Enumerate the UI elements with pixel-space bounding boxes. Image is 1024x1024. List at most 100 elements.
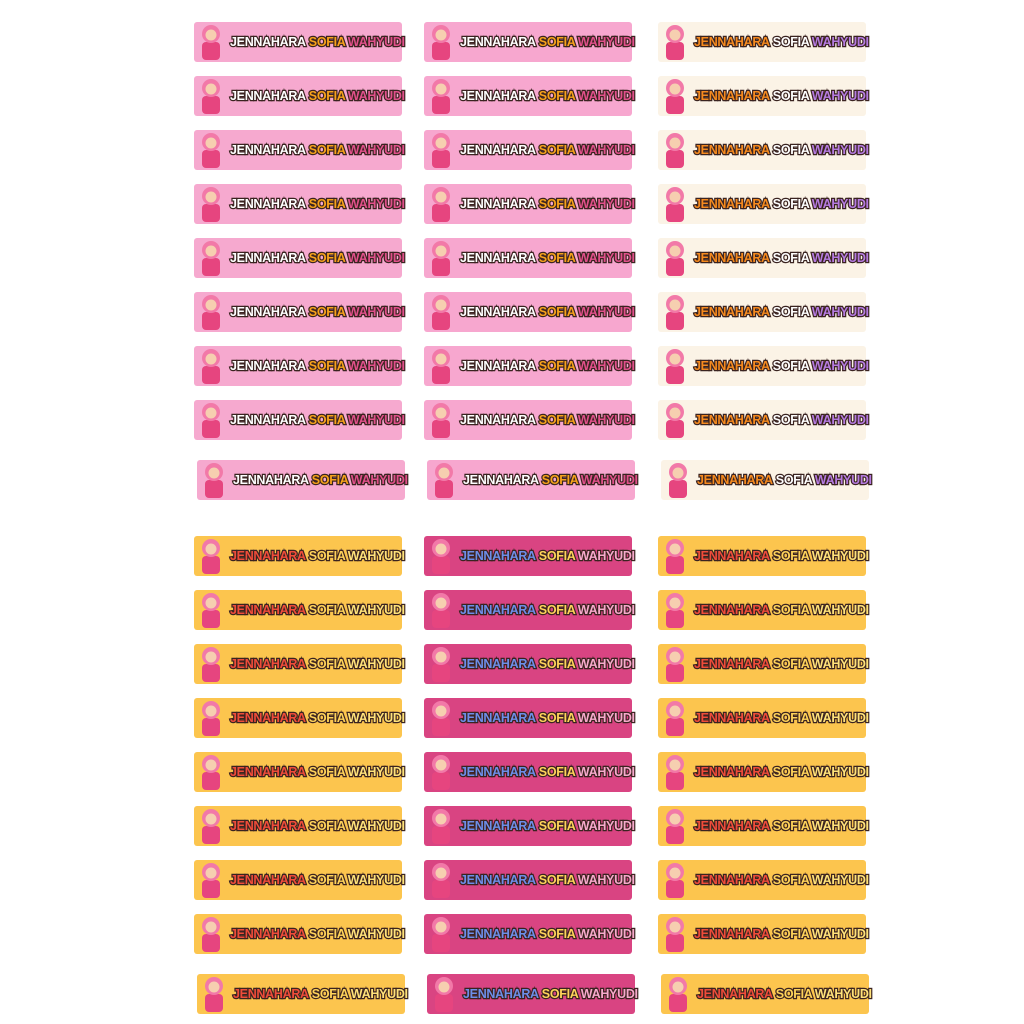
figure-body	[666, 610, 684, 628]
label-name: JENNAHARA SOFIA WAHYUDI	[694, 927, 869, 941]
name-middle: SOFIA	[773, 305, 810, 319]
label-name: JENNAHARA SOFIA WAHYUDI	[694, 197, 869, 211]
name-label: JENNAHARA SOFIA WAHYUDI	[194, 536, 406, 576]
name-label: JENNAHARA SOFIA WAHYUDI	[658, 400, 870, 440]
label-background	[427, 460, 635, 500]
name-last: WAHYUDI	[348, 711, 405, 725]
name-label: JENNAHARA SOFIA WAHYUDI	[658, 238, 870, 278]
name-label: JENNAHARA SOFIA WAHYUDI	[194, 238, 406, 278]
name-last: WAHYUDI	[348, 35, 405, 49]
label-background	[658, 860, 866, 900]
name-label: JENNAHARA SOFIA WAHYUDI	[194, 400, 406, 440]
name-first: JENNAHARA	[230, 765, 306, 779]
label-name: JENNAHARA SOFIA WAHYUDI	[463, 473, 638, 487]
name-middle: SOFIA	[773, 197, 810, 211]
name-first: JENNAHARA	[230, 251, 306, 265]
label-name: JENNAHARA SOFIA WAHYUDI	[230, 927, 405, 941]
label-name: JENNAHARA SOFIA WAHYUDI	[463, 987, 638, 1001]
label-background	[424, 400, 632, 440]
label-name: JENNAHARA SOFIA WAHYUDI	[694, 765, 869, 779]
name-first: JENNAHARA	[694, 143, 770, 157]
name-last: WAHYUDI	[578, 143, 635, 157]
name-last: WAHYUDI	[348, 89, 405, 103]
figure-body	[435, 480, 453, 498]
name-middle: SOFIA	[539, 657, 576, 671]
figure-body	[666, 312, 684, 330]
label-background	[658, 184, 866, 224]
name-first: JENNAHARA	[230, 819, 306, 833]
figure-body	[432, 420, 450, 438]
name-label: JENNAHARA SOFIA WAHYUDI	[658, 644, 870, 684]
figure-face	[435, 353, 447, 365]
name-last: WAHYUDI	[348, 873, 405, 887]
name-label: JENNAHARA SOFIA WAHYUDI	[658, 22, 870, 62]
label-name: JENNAHARA SOFIA WAHYUDI	[230, 197, 405, 211]
label-name: JENNAHARA SOFIA WAHYUDI	[460, 711, 635, 725]
name-first: JENNAHARA	[460, 873, 536, 887]
label-name: JENNAHARA SOFIA WAHYUDI	[694, 873, 869, 887]
label-name: JENNAHARA SOFIA WAHYUDI	[230, 413, 405, 427]
name-last: WAHYUDI	[578, 873, 635, 887]
name-label: JENNAHARA SOFIA WAHYUDI	[658, 292, 870, 332]
figure-face	[435, 921, 447, 933]
figure-face	[669, 353, 681, 365]
name-middle: SOFIA	[309, 305, 346, 319]
name-last: WAHYUDI	[578, 89, 635, 103]
label-name: JENNAHARA SOFIA WAHYUDI	[697, 473, 872, 487]
label-background	[661, 974, 869, 1014]
figure-face	[435, 597, 447, 609]
label-background	[661, 460, 869, 500]
name-middle: SOFIA	[539, 413, 576, 427]
label-name: JENNAHARA SOFIA WAHYUDI	[694, 143, 869, 157]
name-last: WAHYUDI	[578, 549, 635, 563]
name-first: JENNAHARA	[460, 819, 536, 833]
name-middle: SOFIA	[539, 197, 576, 211]
name-last: WAHYUDI	[812, 197, 869, 211]
name-label: JENNAHARA SOFIA WAHYUDI	[427, 974, 639, 1014]
name-middle: SOFIA	[776, 987, 813, 1001]
label-background	[427, 974, 635, 1014]
name-middle: SOFIA	[539, 359, 576, 373]
name-first: JENNAHARA	[694, 35, 770, 49]
name-label: JENNAHARA SOFIA WAHYUDI	[424, 914, 636, 954]
figure-face	[205, 543, 217, 555]
name-first: JENNAHARA	[694, 549, 770, 563]
name-last: WAHYUDI	[348, 549, 405, 563]
label-background	[658, 698, 866, 738]
label-background	[194, 914, 402, 954]
label-name: JENNAHARA SOFIA WAHYUDI	[230, 89, 405, 103]
label-background	[658, 536, 866, 576]
name-last: WAHYUDI	[578, 765, 635, 779]
name-last: WAHYUDI	[578, 819, 635, 833]
name-label: JENNAHARA SOFIA WAHYUDI	[424, 860, 636, 900]
label-background	[424, 860, 632, 900]
name-label: JENNAHARA SOFIA WAHYUDI	[424, 752, 636, 792]
figure-body	[666, 718, 684, 736]
name-last: WAHYUDI	[348, 657, 405, 671]
name-last: WAHYUDI	[812, 873, 869, 887]
figure-body	[202, 880, 220, 898]
name-middle: SOFIA	[309, 35, 346, 49]
figure-body	[202, 312, 220, 330]
figure-face	[208, 467, 220, 479]
name-first: JENNAHARA	[694, 873, 770, 887]
name-first: JENNAHARA	[460, 359, 536, 373]
name-middle: SOFIA	[539, 927, 576, 941]
figure-face	[205, 813, 217, 825]
name-last: WAHYUDI	[348, 765, 405, 779]
figure-face	[669, 407, 681, 419]
name-first: JENNAHARA	[694, 927, 770, 941]
name-middle: SOFIA	[539, 549, 576, 563]
label-background	[658, 76, 866, 116]
name-middle: SOFIA	[773, 873, 810, 887]
figure-body	[666, 772, 684, 790]
name-first: JENNAHARA	[697, 987, 773, 1001]
figure-face	[669, 921, 681, 933]
name-first: JENNAHARA	[460, 549, 536, 563]
name-label: JENNAHARA SOFIA WAHYUDI	[658, 76, 870, 116]
name-first: JENNAHARA	[694, 819, 770, 833]
label-name: JENNAHARA SOFIA WAHYUDI	[694, 89, 869, 103]
name-middle: SOFIA	[773, 359, 810, 373]
figure-body	[666, 42, 684, 60]
name-last: WAHYUDI	[348, 197, 405, 211]
